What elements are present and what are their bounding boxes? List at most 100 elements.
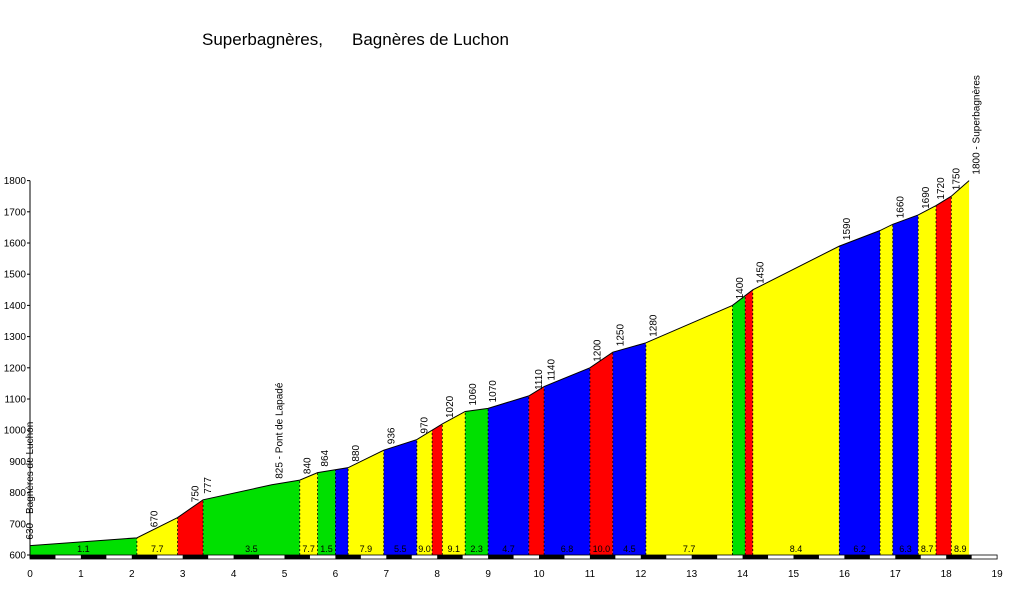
y-tick-label: 1400 bbox=[4, 301, 27, 312]
y-tick-label: 900 bbox=[9, 457, 26, 468]
x-tick-label: 12 bbox=[635, 569, 647, 580]
point-label: 1720 bbox=[936, 177, 947, 200]
y-tick-label: 1300 bbox=[4, 332, 27, 343]
point-label: 1400 bbox=[735, 277, 746, 300]
y-tick-label: 700 bbox=[9, 519, 26, 530]
segment-fill bbox=[880, 224, 893, 555]
chart-title: Superbagnères, Bagnères de Luchon bbox=[0, 30, 1014, 54]
segment-fill bbox=[432, 423, 443, 555]
km-strip bbox=[29, 554, 998, 560]
gradient-label: 6.2 bbox=[853, 544, 866, 554]
segment-fill bbox=[892, 214, 919, 556]
gradient-label: 8.9 bbox=[954, 544, 967, 554]
km-strip-block bbox=[640, 555, 667, 559]
point-label: 1250 bbox=[615, 324, 626, 347]
title-part-2: Bagnères de Luchon bbox=[352, 30, 509, 49]
y-tick-label: 1200 bbox=[4, 363, 27, 374]
point-label: 1280 bbox=[649, 314, 660, 337]
point-label: 1140 bbox=[547, 359, 558, 381]
x-tick-label: 7 bbox=[384, 569, 390, 580]
gradient-label: 10.0 bbox=[593, 544, 611, 554]
x-tick-label: 4 bbox=[231, 569, 237, 580]
km-strip-block bbox=[691, 555, 718, 559]
y-tick-label: 1600 bbox=[4, 239, 27, 250]
gradient-label: 7.9 bbox=[360, 544, 373, 554]
x-tick-label: 11 bbox=[585, 569, 596, 580]
segment-fill bbox=[528, 386, 545, 555]
gradient-label: 5.5 bbox=[394, 544, 407, 554]
km-strip-block bbox=[80, 555, 107, 559]
segment-fill bbox=[416, 430, 433, 555]
x-tick-label: 6 bbox=[333, 569, 339, 580]
point-label: 670 bbox=[150, 510, 161, 527]
km-strip-block bbox=[946, 555, 972, 559]
point-label: 750 bbox=[190, 485, 201, 502]
y-tick-label: 1800 bbox=[4, 176, 27, 187]
gradient-label: 9.1 bbox=[447, 544, 460, 554]
gradient-label: 7.7 bbox=[302, 544, 315, 554]
km-strip-block bbox=[233, 555, 260, 559]
point-label: 1660 bbox=[895, 196, 906, 219]
gradient-labels: 1.1 7.7 3.5 7.7 1.5 7.9 5.5 9.0 9.1 2.3 4.7 6.8 10.0… bbox=[77, 544, 967, 554]
y-tick-label: 1000 bbox=[4, 426, 27, 437]
km-strip-block bbox=[844, 555, 870, 559]
segment-fill bbox=[203, 480, 300, 555]
gradient-label: 4.5 bbox=[623, 544, 636, 554]
segment-fill bbox=[544, 367, 590, 555]
title-part-1: Superbagnères, bbox=[202, 30, 323, 49]
segment-fill bbox=[839, 230, 881, 555]
point-label: 777 bbox=[203, 477, 214, 494]
point-label: 970 bbox=[420, 416, 431, 433]
point-label: 1590 bbox=[842, 217, 853, 240]
km-strip-block bbox=[589, 555, 616, 559]
gradient-label: 2.3 bbox=[470, 544, 483, 554]
x-tick-label: 9 bbox=[485, 569, 491, 580]
segment-separators bbox=[136, 196, 952, 555]
gradient-label: 7.7 bbox=[683, 544, 696, 554]
point-label: 630 - Bagnères de Luchon bbox=[25, 422, 36, 540]
point-label: 1690 bbox=[921, 186, 932, 209]
segment-fill bbox=[383, 439, 417, 555]
x-tick-label: 19 bbox=[992, 569, 1004, 580]
segment-fill bbox=[936, 196, 952, 555]
segment-fill bbox=[589, 352, 613, 555]
segment-fill bbox=[299, 472, 318, 555]
y-tick-label: 1100 bbox=[4, 395, 26, 406]
point-label: 825 - Pont de Lapadé bbox=[274, 382, 285, 479]
point-label: 1450 bbox=[755, 261, 766, 284]
x-tick-label: 15 bbox=[788, 569, 800, 580]
km-strip-block bbox=[488, 555, 514, 559]
km-strip-block bbox=[895, 555, 921, 559]
x-tick-label: 2 bbox=[129, 569, 135, 580]
y-tick-label: 1700 bbox=[4, 207, 27, 218]
segment-fill bbox=[745, 289, 753, 555]
segment-fill bbox=[612, 342, 646, 555]
km-strip-block bbox=[335, 555, 361, 559]
y-tick-label: 600 bbox=[9, 551, 26, 562]
segment-fill bbox=[442, 411, 466, 555]
x-tick-label: 0 bbox=[27, 569, 33, 580]
gradient-label: 1.1 bbox=[77, 544, 90, 554]
point-label: 880 bbox=[351, 444, 362, 461]
segment-fill bbox=[752, 246, 840, 555]
x-tick-label: 10 bbox=[533, 569, 545, 580]
segment-fill bbox=[918, 205, 937, 555]
segment-fill bbox=[465, 408, 489, 555]
gradient-label: 6.8 bbox=[561, 544, 574, 554]
segment-fills bbox=[30, 180, 970, 556]
x-tick-label: 5 bbox=[282, 569, 288, 580]
segment-fill bbox=[136, 517, 178, 555]
axes: 6007008009001000110012001300140015001600… bbox=[4, 176, 1003, 580]
point-label: 1800 - Superbagnères bbox=[972, 75, 983, 175]
segment-fill bbox=[951, 180, 970, 555]
segment-fill bbox=[30, 537, 137, 555]
x-tick-label: 1 bbox=[78, 569, 84, 580]
gradient-label: 9.0 bbox=[418, 544, 431, 554]
point-label: 1110 bbox=[534, 369, 545, 390]
x-tick-label: 8 bbox=[434, 569, 440, 580]
profile-outline bbox=[29, 180, 970, 547]
gradient-label: 1.5 bbox=[320, 544, 333, 554]
km-strip-block bbox=[386, 555, 412, 559]
